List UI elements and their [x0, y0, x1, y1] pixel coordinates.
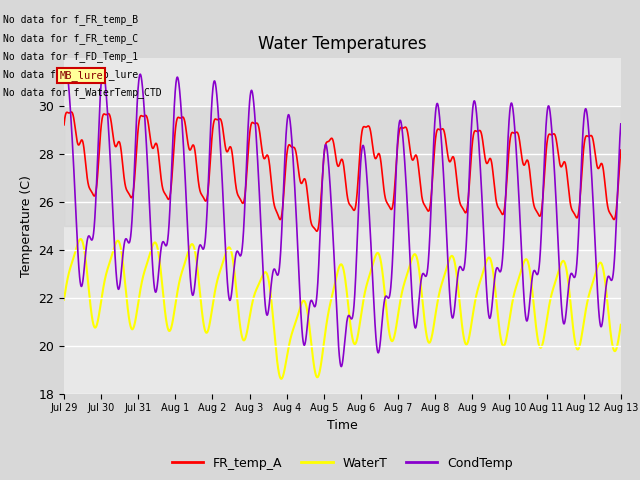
X-axis label: Time: Time [327, 419, 358, 432]
Bar [64, 106, 621, 226]
Title: Water Temperatures: Water Temperatures [258, 35, 427, 53]
Text: No data for f_WaterTemp_CTD: No data for f_WaterTemp_CTD [3, 87, 162, 98]
Text: No data for f_FD_Temp_1: No data for f_FD_Temp_1 [3, 51, 138, 62]
Text: No data for f_FR_temp_C: No data for f_FR_temp_C [3, 33, 138, 44]
Text: MB_lure: MB_lure [60, 70, 103, 81]
Text: No data for f_FR_temp_B: No data for f_FR_temp_B [3, 14, 138, 25]
Y-axis label: Temperature (C): Temperature (C) [20, 175, 33, 276]
Text: No data for f_Temp_lure: No data for f_Temp_lure [3, 69, 138, 80]
Legend: FR_temp_A, WaterT, CondTemp: FR_temp_A, WaterT, CondTemp [167, 452, 518, 475]
